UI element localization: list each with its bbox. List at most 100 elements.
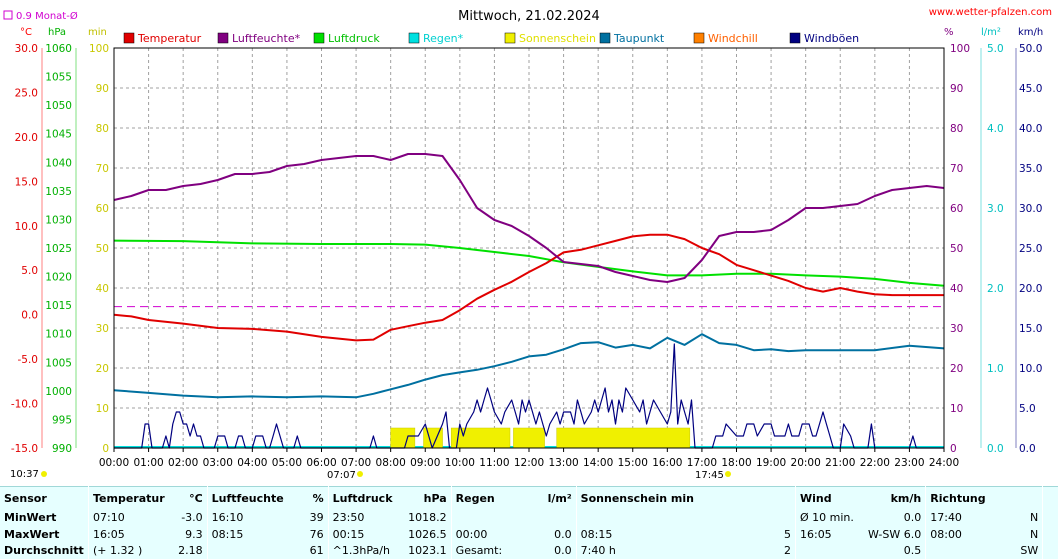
legend-swatch: [313, 32, 325, 44]
temp-tick-label: -15.0: [11, 443, 38, 455]
pressure-tick-label: 1030: [45, 214, 72, 226]
sun-tick-label: 30: [96, 323, 109, 335]
hdr-hum: Luftfeuchte: [206, 486, 294, 510]
hdr-wind-unit: km/h: [890, 491, 922, 505]
legend-label: Regen*: [423, 32, 464, 45]
sunset-time: 17:45: [695, 470, 724, 481]
axis-unit-humidity: %: [944, 27, 954, 38]
temperature-line: [113, 233, 944, 342]
row-label: MinWert: [4, 510, 57, 524]
hdr-press-unit: hPa: [423, 491, 447, 505]
pressure-tick-label: 1025: [45, 243, 72, 255]
sun-tick-label: 40: [96, 283, 109, 295]
y-axes: 30.0 25.0 20.0 15.0 10.0 5.0 0.0 -5.0 -10.0 -15.0…: [11, 43, 1043, 455]
axis-unit-temp: °C: [20, 27, 32, 38]
hdr-temp-unit: °C: [189, 491, 203, 505]
pressure-tick-label: 1045: [45, 129, 72, 141]
humidity-tick-label: 60: [950, 203, 963, 215]
rain-tick-label: 2.0: [987, 283, 1004, 295]
hum-min-val: 39: [309, 510, 324, 524]
temp-min-val: -3.0: [181, 510, 203, 524]
legend-label: Luftfeuchte*: [232, 32, 301, 45]
wind-tick-label: 5.0: [1019, 403, 1036, 415]
rain-max-val: 0.0: [554, 527, 572, 541]
x-tick-label: 18:00: [721, 457, 751, 469]
hum-max-time: 08:15: [206, 525, 294, 543]
hdr-rain-unit: l/m²: [547, 491, 572, 505]
sunrise-time: 07:07: [327, 470, 356, 481]
legend-label: Windböen: [804, 32, 859, 45]
legend-label: Sonnenschein: [519, 32, 596, 45]
rain-tick-label: 3.0: [987, 203, 1004, 215]
pressure-tick-label: 1040: [45, 157, 72, 169]
hum-max-val: 76: [309, 527, 324, 541]
x-tick-label: 17:00: [687, 457, 717, 469]
humidity-tick-label: 10: [950, 403, 963, 415]
pressure-tick-label: 1015: [45, 300, 72, 312]
press-max-val: 1026.5: [408, 527, 447, 541]
rain-tick-label: 5.0: [987, 43, 1004, 55]
temp-tick-label: 25.0: [15, 87, 38, 99]
sunrise-marker: 07:07: [327, 470, 363, 481]
x-tick-label: 08:00: [376, 457, 406, 469]
temp-tick-label: 5.0: [21, 265, 38, 277]
sunshine-bar: [513, 427, 545, 449]
plot-frame: [113, 47, 945, 449]
sun-avg-time: 7:40 h: [575, 542, 739, 559]
pressure-tick-label: 1050: [45, 100, 72, 112]
sun-min-val: [738, 509, 795, 526]
temp-max-time: 16:05: [87, 525, 169, 543]
hdr-sensor: Sensor: [4, 491, 47, 505]
legend-swatch: [217, 32, 229, 44]
pressure-tick-label: 1005: [45, 357, 72, 369]
x-axis: 00:00 01:00 02:00 03:00 04:00 05:00 06:00 07:00…: [99, 448, 959, 469]
wind-tick-label: 30.0: [1019, 203, 1042, 215]
hdr-hum-unit: %: [312, 491, 324, 505]
sun-max-val: 5: [783, 527, 791, 541]
humidity-tick-label: 20: [950, 363, 963, 375]
site-link[interactable]: www.wetter-pfalzen.com: [929, 7, 1052, 18]
pressure-tick-label: 1010: [45, 329, 72, 341]
x-tick-label: 23:00: [894, 457, 924, 469]
sun-max-time: 08:15: [575, 525, 739, 543]
temp-tick-label: 20.0: [15, 132, 38, 144]
hdr-press: Luftdruck: [327, 486, 401, 510]
axis-unit-rain: l/m²: [981, 27, 1001, 38]
press-max-time: 00:15: [327, 525, 401, 543]
dewpoint-line: [113, 333, 945, 399]
axis-unit-wind: km/h: [1018, 27, 1043, 38]
sun-min-time: [575, 509, 739, 526]
rain-max-time: 00:00: [450, 525, 530, 543]
stats-header-row: Sensor Temperatur °C Luftfeuchte % Luftd…: [0, 486, 1058, 510]
humidity-line: [113, 153, 945, 283]
rain-tick-label: 4.0: [987, 123, 1004, 135]
sun-tick-label: 50: [96, 243, 109, 255]
humidity-tick-label: 90: [950, 83, 963, 95]
x-tick-label: 14:00: [583, 457, 613, 469]
x-tick-label: 02:00: [168, 457, 198, 469]
sunshine-bar: [390, 427, 416, 449]
wind-tick-label: 20.0: [1019, 283, 1042, 295]
humidity-tick-label: 30: [950, 323, 963, 335]
x-tick-label: 16:00: [652, 457, 682, 469]
dir-avg-time: [925, 542, 995, 559]
rain-min-time: [450, 509, 530, 526]
dir-avg-val: SW: [1020, 544, 1039, 558]
x-tick-label: 22:00: [860, 457, 890, 469]
wind-tick-label: 50.0: [1019, 43, 1042, 55]
legend-swatch: [789, 32, 801, 44]
wind-tick-label: 25.0: [1019, 243, 1042, 255]
sun-tick-label: 10: [96, 403, 109, 415]
legend-swatch: [693, 32, 705, 44]
rain-avg-time: Gesamt:: [450, 542, 530, 559]
chart-title: Mittwoch, 21.02.2024: [458, 9, 600, 24]
wind-min-time: Ø 10 min.: [794, 509, 864, 526]
temp-tick-label: -5.0: [18, 354, 39, 366]
x-tick-label: 03:00: [203, 457, 233, 469]
sun-tick-label: 20: [96, 363, 109, 375]
rain-avg-val: 0.0: [554, 544, 572, 558]
x-tick-label: 21:00: [825, 457, 855, 469]
stats-row-min: MinWert 07:10 -3.0 16:10 39 23:50 1018.2…: [0, 509, 1058, 526]
legend-label: Luftdruck: [328, 32, 380, 45]
stats-filler: [1042, 486, 1058, 510]
